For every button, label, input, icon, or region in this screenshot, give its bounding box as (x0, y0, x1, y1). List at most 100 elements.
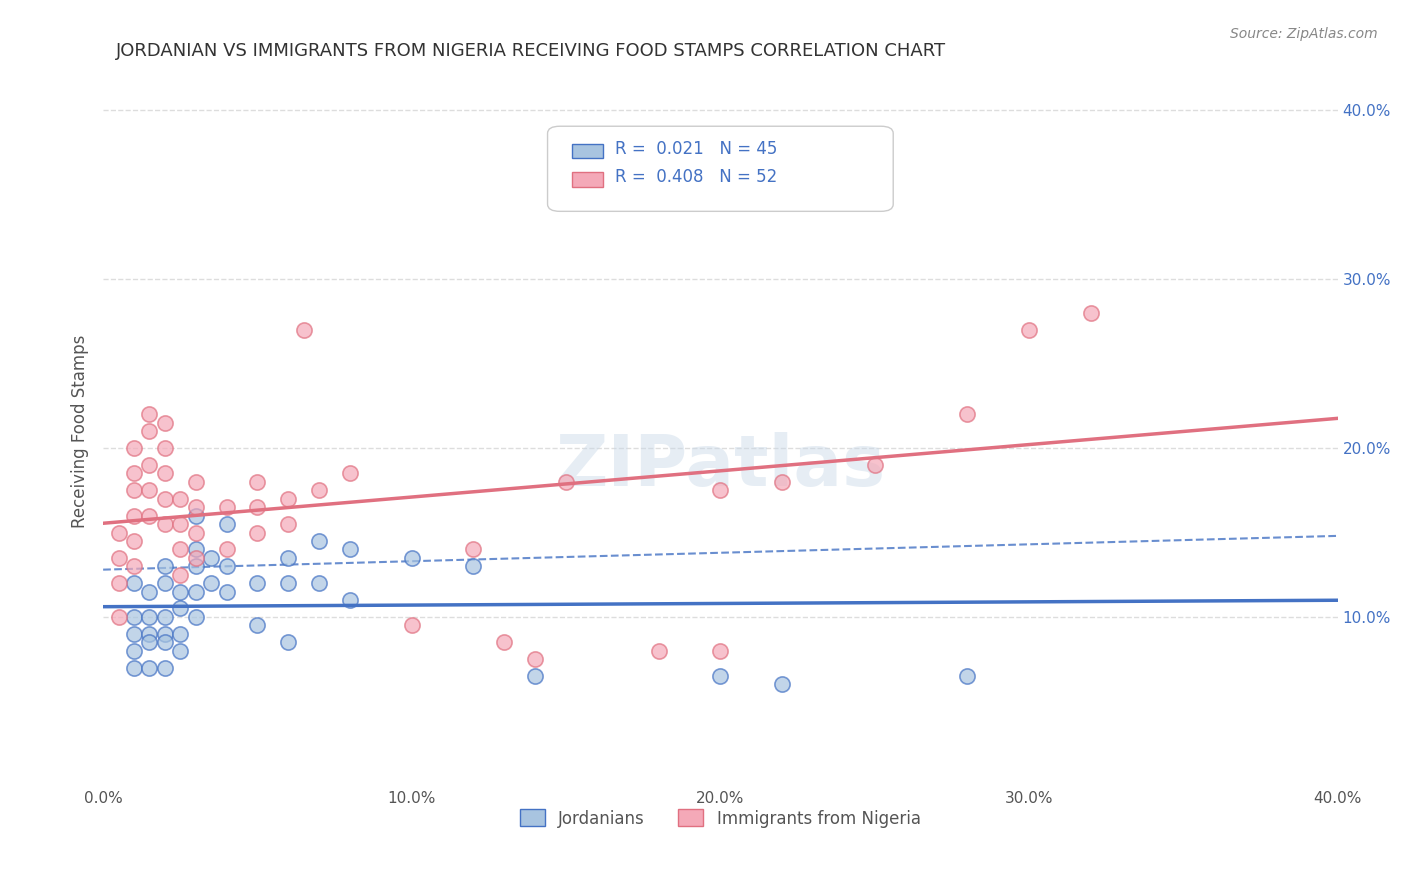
Point (169, 601, 191, 615)
Point (184, 550, 207, 565)
Legend: Jordanians, Immigrants from Nigeria: Jordanians, Immigrants from Nigeria (513, 803, 928, 834)
Point (107, 576, 129, 591)
Point (153, 635, 176, 649)
Point (246, 576, 269, 591)
Point (292, 323, 315, 337)
Text: Source: ZipAtlas.com: Source: ZipAtlas.com (1230, 27, 1378, 41)
Point (184, 475, 207, 489)
FancyBboxPatch shape (547, 127, 893, 211)
Point (277, 550, 299, 565)
Point (463, 542, 485, 557)
Point (647, 643, 669, 657)
Point (184, 525, 207, 540)
Point (184, 584, 207, 599)
Point (277, 635, 299, 649)
Point (138, 508, 160, 523)
Point (463, 559, 485, 574)
Point (138, 660, 160, 674)
Point (122, 483, 145, 498)
Point (277, 576, 299, 591)
Point (153, 627, 176, 641)
Point (138, 483, 160, 498)
Point (524, 652, 547, 666)
Point (184, 508, 207, 523)
Point (709, 643, 731, 657)
Point (215, 584, 238, 599)
Point (215, 517, 238, 532)
Text: R =  0.408   N = 52: R = 0.408 N = 52 (616, 169, 778, 186)
Point (153, 610, 176, 624)
Point (1018, 323, 1040, 337)
Point (770, 677, 793, 691)
Point (153, 441, 176, 455)
Point (956, 669, 979, 683)
Point (169, 627, 191, 641)
Point (863, 458, 886, 472)
Bar (572, 144, 603, 158)
Point (308, 483, 330, 498)
Point (122, 467, 145, 481)
Point (339, 467, 361, 481)
Point (107, 525, 129, 540)
Point (169, 491, 191, 506)
Point (122, 576, 145, 591)
Point (153, 559, 176, 574)
Point (494, 635, 516, 649)
Point (153, 467, 176, 481)
Point (524, 669, 547, 683)
Text: R =  0.021   N = 45: R = 0.021 N = 45 (616, 140, 778, 158)
Point (215, 559, 238, 574)
Point (246, 525, 269, 540)
Point (215, 542, 238, 557)
Bar (572, 172, 603, 186)
Point (215, 500, 238, 515)
Point (122, 610, 145, 624)
Point (169, 643, 191, 657)
Point (153, 416, 176, 430)
Point (138, 635, 160, 649)
Point (401, 550, 423, 565)
Point (169, 584, 191, 599)
Point (138, 610, 160, 624)
Point (107, 550, 129, 565)
Point (122, 441, 145, 455)
Point (308, 533, 330, 548)
Point (122, 559, 145, 574)
Point (184, 500, 207, 515)
Point (122, 660, 145, 674)
Point (246, 500, 269, 515)
Point (770, 475, 793, 489)
Point (709, 483, 731, 498)
Point (709, 669, 731, 683)
Point (339, 542, 361, 557)
Point (169, 542, 191, 557)
Point (200, 576, 222, 591)
Point (308, 576, 330, 591)
Point (122, 533, 145, 548)
Point (153, 491, 176, 506)
Point (153, 517, 176, 532)
Point (246, 618, 269, 632)
Point (555, 475, 578, 489)
Point (184, 542, 207, 557)
Point (277, 491, 299, 506)
Point (122, 627, 145, 641)
Point (138, 584, 160, 599)
Point (169, 567, 191, 582)
Text: JORDANIAN VS IMMIGRANTS FROM NIGERIA RECEIVING FOOD STAMPS CORRELATION CHART: JORDANIAN VS IMMIGRANTS FROM NIGERIA REC… (115, 42, 946, 60)
Point (1080, 306, 1102, 320)
Y-axis label: Receiving Food Stamps: Receiving Food Stamps (72, 334, 89, 528)
Point (401, 618, 423, 632)
Point (138, 424, 160, 438)
Point (246, 475, 269, 489)
Point (277, 517, 299, 532)
Point (169, 517, 191, 532)
Point (184, 610, 207, 624)
Point (138, 627, 160, 641)
Text: ZIPatlas: ZIPatlas (555, 432, 886, 501)
Point (956, 407, 979, 421)
Point (107, 610, 129, 624)
Point (122, 643, 145, 657)
Point (138, 407, 160, 421)
Point (200, 550, 222, 565)
